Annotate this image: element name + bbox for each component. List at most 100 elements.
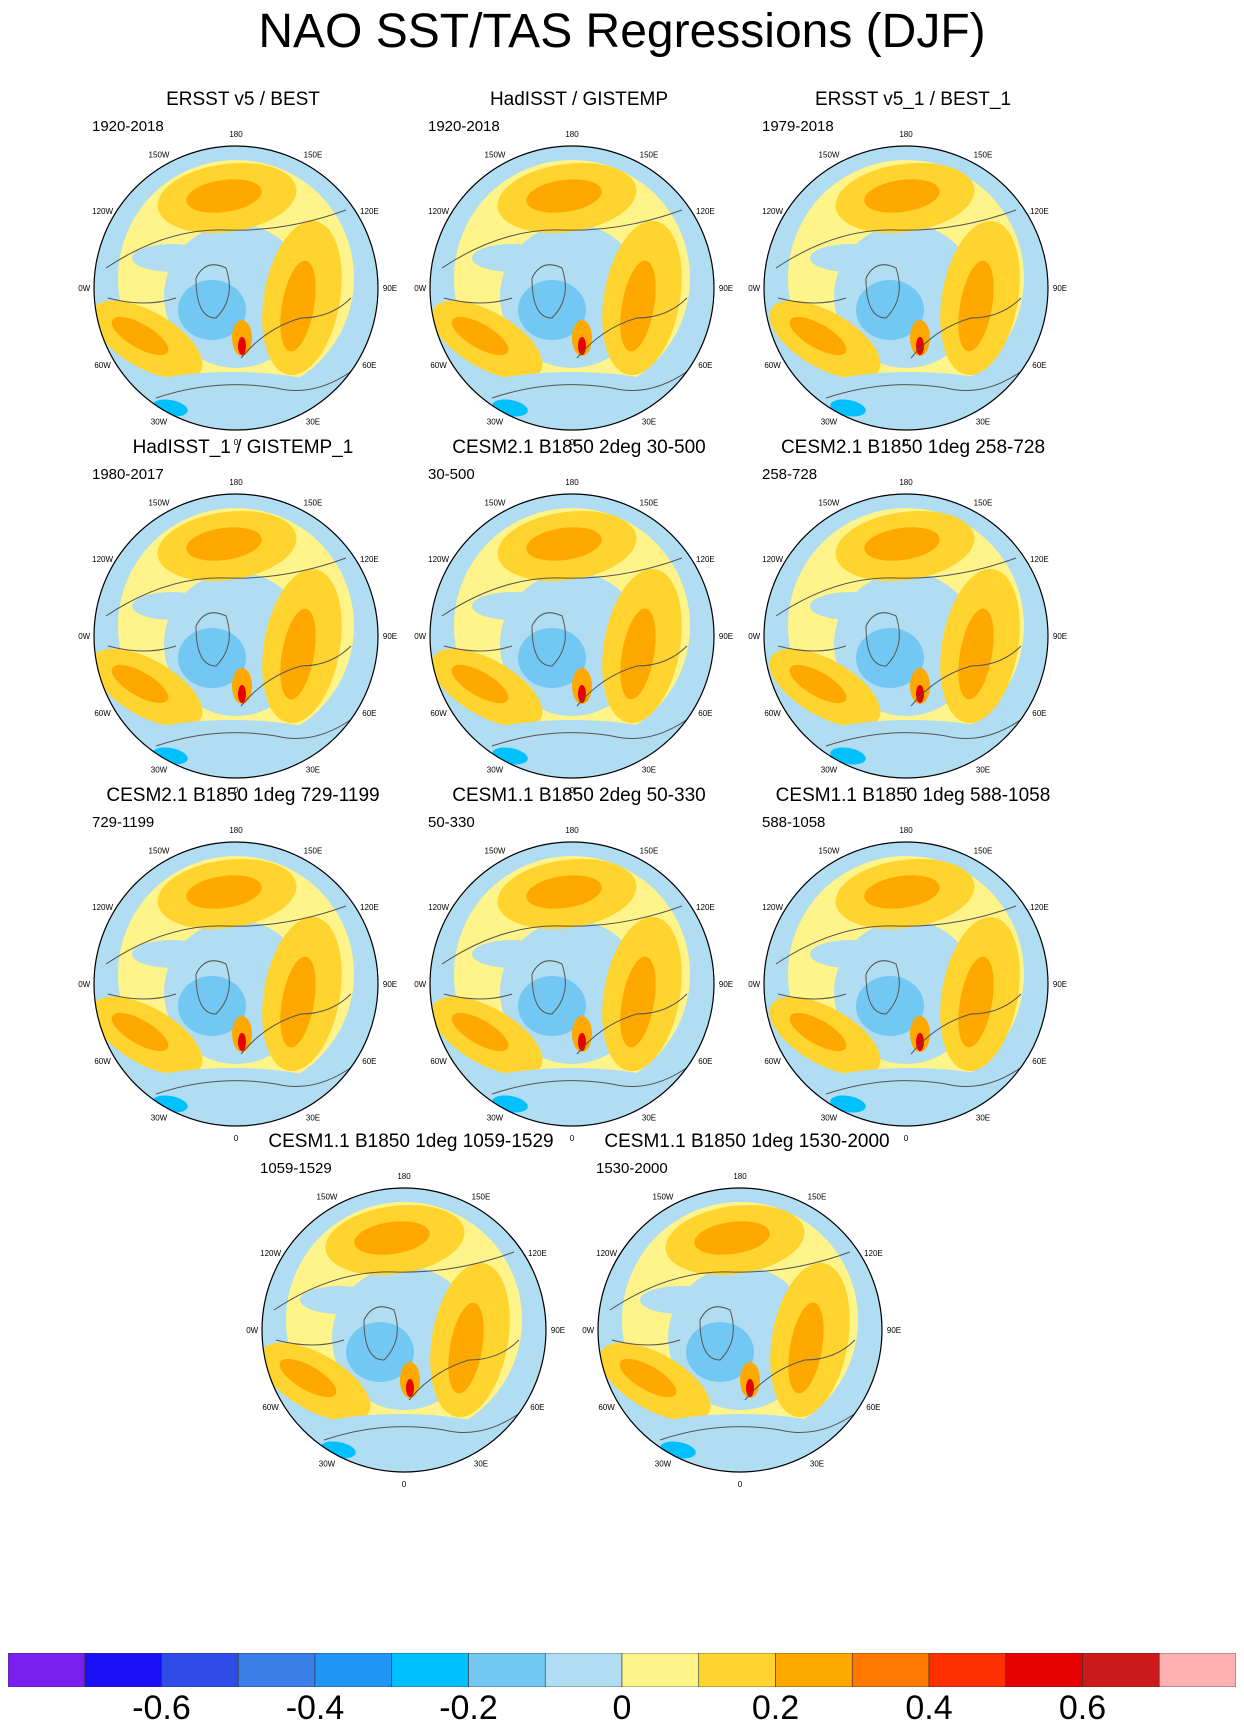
longitude-label: 90W bbox=[748, 980, 761, 989]
map-border bbox=[763, 145, 1049, 431]
field-shading bbox=[430, 494, 714, 778]
longitude-label: 60E bbox=[698, 709, 712, 718]
colorbar-swatch bbox=[468, 1653, 546, 1687]
longitude-label: 150W bbox=[485, 151, 506, 160]
longitude-label: 120W bbox=[260, 1249, 281, 1258]
longitude-label: 180 bbox=[733, 1172, 747, 1181]
longitude-label: 30W bbox=[151, 765, 168, 774]
coastlines bbox=[775, 209, 1027, 399]
colorbar-label: 0.4 bbox=[905, 1689, 953, 1727]
longitude-label: 180 bbox=[397, 1172, 411, 1181]
colorbar-swatch bbox=[1158, 1653, 1236, 1687]
colorbar-swatch bbox=[544, 1653, 623, 1687]
polar-map: 180 150E 120E 90E 60E 30E 0 30W 60W 90W 120W 150W bbox=[78, 130, 397, 447]
longitude-label: 120W bbox=[428, 555, 449, 564]
longitude-label: 90E bbox=[383, 284, 397, 293]
longitude-label: 150E bbox=[640, 151, 659, 160]
panel-title: CESM1.1 B1850 1deg 1059-1529 bbox=[268, 1131, 554, 1152]
colorbar-swatch bbox=[314, 1653, 393, 1687]
map-panel: CESM2.1 B1850 1deg 258-728 258-728 180 150E… bbox=[748, 436, 1078, 806]
map-border bbox=[429, 841, 715, 1127]
longitude-label: 180 bbox=[565, 130, 579, 139]
longitude-label: 90E bbox=[719, 632, 733, 641]
longitude-label: 150E bbox=[304, 151, 323, 160]
panel-period: 588-1058 bbox=[762, 814, 826, 831]
coastlines bbox=[105, 209, 357, 399]
panel-period: 1530-2000 bbox=[596, 1160, 668, 1177]
panel-period: 1979-2018 bbox=[762, 118, 834, 135]
colorbar-label: -0.2 bbox=[439, 1689, 498, 1727]
coastlines bbox=[273, 1251, 525, 1441]
longitude-label: 150E bbox=[640, 499, 659, 508]
panel-period: 729-1199 bbox=[92, 814, 155, 831]
longitude-label: 150E bbox=[472, 1193, 491, 1202]
colorbar-label: 0 bbox=[612, 1689, 632, 1727]
panel-title: CESM2.1 B1850 1deg 258-728 bbox=[780, 437, 1046, 458]
field-shading bbox=[262, 1188, 546, 1472]
polar-map: 180 150E 120E 90E 60E 30E 0 30W 60W 90W 120W 150W bbox=[582, 1172, 901, 1489]
longitude-label: 60E bbox=[530, 1403, 544, 1412]
longitude-label: 150W bbox=[653, 1193, 674, 1202]
longitude-label: 30W bbox=[655, 1459, 672, 1468]
longitude-label: 120W bbox=[92, 555, 113, 564]
longitude-label: 0 bbox=[570, 786, 575, 795]
map-panel: ERSST v5_1 / BEST_1 1979-2018 180 150E 120E 9… bbox=[748, 88, 1078, 458]
polar-map: 180 150E 120E 90E 60E 30E 0 30W 60W 90W 120W 150W bbox=[78, 826, 397, 1143]
coastlines bbox=[775, 557, 1027, 747]
longitude-label: 30W bbox=[151, 1113, 168, 1122]
longitude-label: 30W bbox=[821, 765, 838, 774]
longitude-label: 30E bbox=[474, 1459, 488, 1468]
longitude-label: 60W bbox=[94, 709, 111, 718]
coastlines bbox=[441, 905, 693, 1095]
longitude-label: 90W bbox=[748, 632, 761, 641]
longitude-label: 120W bbox=[596, 1249, 617, 1258]
longitude-label: 60E bbox=[1032, 361, 1046, 370]
longitude-label: 150W bbox=[819, 499, 840, 508]
longitude-label: 90E bbox=[719, 284, 733, 293]
longitude-label: 60W bbox=[94, 361, 111, 370]
longitude-label: 60E bbox=[1032, 709, 1046, 718]
panel-title: HadISST_1 / GISTEMP_1 bbox=[132, 437, 354, 458]
longitude-label: 90W bbox=[78, 284, 91, 293]
longitude-label: 30E bbox=[976, 1113, 990, 1122]
colorbar-swatch bbox=[8, 1653, 86, 1687]
longitude-label: 150W bbox=[317, 1193, 338, 1202]
longitude-label: 30W bbox=[487, 1113, 504, 1122]
map-panel: ERSST v5 / BEST 1920-2018 180 150E 120E 90E 60… bbox=[78, 88, 408, 458]
longitude-label: 120W bbox=[762, 555, 783, 564]
longitude-label: 30W bbox=[821, 417, 838, 426]
polar-map: 180 150E 120E 90E 60E 30E 0 30W 60W 90W 120W 150W bbox=[748, 478, 1067, 795]
field-shading bbox=[94, 494, 378, 778]
panel-period: 1920-2018 bbox=[92, 118, 164, 135]
longitude-label: 30E bbox=[642, 1113, 656, 1122]
longitude-label: 90E bbox=[887, 1326, 901, 1335]
colorbar-swatch bbox=[928, 1653, 1007, 1687]
field-shading bbox=[94, 146, 378, 430]
polar-map: 180 150E 120E 90E 60E 30E 0 30W 60W 90W 120W 150W bbox=[414, 826, 733, 1143]
map-panel: CESM1.1 B1850 1deg 1530-2000 1530-2000 180… bbox=[582, 1130, 912, 1500]
longitude-label: 90E bbox=[1053, 632, 1067, 641]
longitude-label: 120E bbox=[1030, 903, 1049, 912]
longitude-label: 60E bbox=[698, 1057, 712, 1066]
longitude-label: 60W bbox=[598, 1403, 615, 1412]
field-shading bbox=[94, 842, 378, 1126]
colorbar-swatch bbox=[84, 1653, 162, 1687]
longitude-label: 60W bbox=[764, 1057, 781, 1066]
map-border bbox=[93, 493, 379, 779]
longitude-label: 90W bbox=[78, 980, 91, 989]
longitude-label: 120E bbox=[696, 207, 715, 216]
longitude-label: 60E bbox=[362, 361, 376, 370]
panel-title: CESM2.1 B1850 1deg 729-1199 bbox=[106, 785, 380, 806]
colorbar-label: -0.4 bbox=[285, 1689, 345, 1727]
coastlines bbox=[105, 905, 357, 1095]
map-panel: HadISST_1 / GISTEMP_1 1980-2017 180 150E 120… bbox=[78, 436, 408, 806]
longitude-label: 120W bbox=[92, 903, 113, 912]
panel-title: CESM1.1 B1850 1deg 1530-2000 bbox=[604, 1131, 890, 1152]
longitude-label: 60W bbox=[430, 361, 447, 370]
longitude-label: 120W bbox=[762, 207, 783, 216]
longitude-label: 180 bbox=[899, 130, 913, 139]
longitude-label: 60E bbox=[1032, 1057, 1046, 1066]
field-shading bbox=[598, 1188, 882, 1472]
colorbar-swatch bbox=[698, 1653, 776, 1687]
polar-map: 180 150E 120E 90E 60E 30E 0 30W 60W 90W 120W 150W bbox=[748, 826, 1067, 1143]
